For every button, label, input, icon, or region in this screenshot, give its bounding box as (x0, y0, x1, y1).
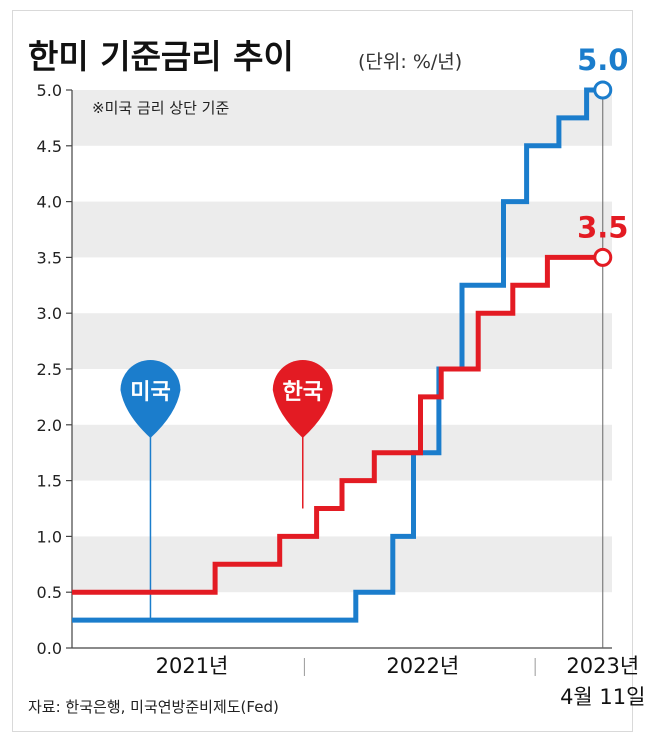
series-line (72, 254, 603, 595)
series-end-value-label: 5.0 (577, 43, 628, 77)
y-tick-label: 1.0 (37, 527, 62, 546)
series-endpoints: 5.0 3.5 (577, 43, 628, 267)
marker-pin (120, 360, 181, 438)
x-tick-label: 2021년 (156, 654, 229, 678)
x-axis: 2021년 2022년 2023년 4월 11일 (72, 90, 645, 709)
y-axis: 0.0 0.5 1.0 1.5 2.0 2.5 3.0 3.5 4.0 4.5 5.0 (37, 81, 73, 658)
y-tick-label: 0.5 (37, 583, 62, 602)
y-tick-label: 3.5 (37, 248, 62, 267)
series-end-marker (593, 247, 613, 267)
series-end-marker (593, 80, 613, 100)
grid-band (72, 90, 612, 146)
grid-bands (72, 90, 612, 593)
series-lines (72, 87, 603, 623)
y-tick-label: 4.5 (37, 137, 62, 156)
x-tick-label: 2022년 (386, 654, 459, 678)
chart-title: 한미 기준금리 추이 (28, 37, 294, 76)
note-label: ※미국 금리 상단 기준 (92, 99, 229, 117)
grid-band (72, 313, 612, 369)
y-tick-label: 3.0 (37, 304, 62, 323)
y-tick-label: 5.0 (37, 81, 62, 100)
grid-band (72, 536, 612, 593)
source-label: 자료: 한국은행, 미국연방준비제도(Fed) (28, 698, 279, 716)
y-tick-label: 1.5 (37, 472, 62, 491)
marker-pin (272, 360, 333, 438)
y-tick-label: 4.0 (37, 193, 62, 212)
x-tick-label: 2023년 (566, 654, 639, 678)
y-tick-label: 0.0 (37, 639, 62, 658)
series-line (72, 87, 603, 623)
series-markers: 미국 한국 (120, 360, 333, 621)
y-tick-label: 2.0 (37, 416, 62, 435)
y-tick-label: 2.5 (37, 360, 62, 379)
unit-label: (단위: %/년) (358, 51, 462, 73)
grid-band (72, 201, 612, 258)
marker-series-label: 한국 (283, 380, 323, 405)
marker-series-label: 미국 (130, 380, 170, 405)
x-end-date-label: 4월 11일 (560, 685, 645, 709)
series-end-value-label: 3.5 (577, 210, 628, 244)
grid-band (72, 424, 612, 481)
